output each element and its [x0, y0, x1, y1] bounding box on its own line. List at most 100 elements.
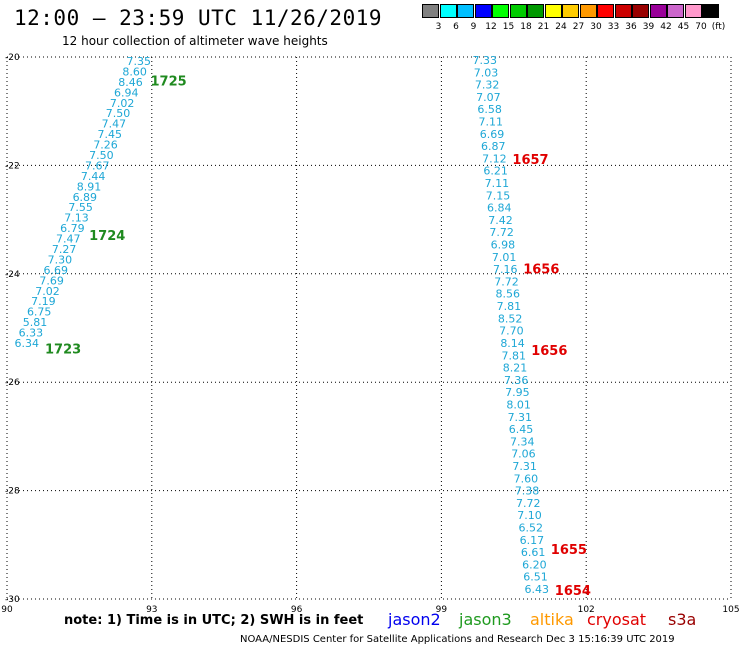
wave-height-label: 5.81: [23, 316, 48, 329]
wave-height-label: 7.35: [127, 55, 152, 68]
wave-height-label: 7.07: [476, 91, 501, 104]
axis-ticks: 90 93 96 99 102 105 -20 -22 -24 -26 -28 -30: [1, 53, 739, 615]
wave-height-label: 7.19: [31, 295, 56, 308]
wave-height-label: 6.58: [477, 103, 502, 116]
wave-height-label: 7.02: [35, 285, 60, 298]
color-scale-swatch: [509, 4, 527, 18]
x-tick-label: 93: [146, 605, 157, 615]
wave-height-label: 7.12: [482, 152, 507, 165]
wave-height-label: 6.94: [114, 86, 139, 99]
color-scale-label: 45: [677, 22, 690, 32]
color-scale-swatch: [544, 4, 562, 18]
wave-height-label: 7.11: [485, 177, 510, 190]
wave-height-label: 8.56: [495, 288, 520, 301]
note-text: note: 1) Time is in UTC; 2) SWH is in fe…: [64, 613, 364, 628]
legend-cryosat: cryosat: [587, 610, 647, 629]
color-scale-swatch: [527, 4, 544, 18]
wave-height-label: 7.67: [85, 159, 110, 172]
wave-height-label: 8.14: [500, 337, 525, 350]
wave-height-label: 6.87: [481, 140, 506, 153]
pass-time-label: 1725: [150, 74, 186, 89]
wave-height-label: 7.50: [106, 107, 131, 120]
map-grid: [6, 56, 732, 600]
wave-height-label: 7.72: [516, 497, 541, 510]
color-scale-swatch: [667, 4, 684, 18]
pass-time-label: 1656: [531, 344, 567, 359]
wave-height-label: 7.06: [511, 448, 536, 461]
wave-height-label: 7.47: [102, 118, 127, 131]
x-tick-label: 90: [1, 605, 13, 615]
color-scale-label: 9: [470, 22, 477, 32]
wave-height-label: 7.81: [497, 300, 522, 313]
wave-height-label: 7.50: [89, 149, 114, 162]
color-scale-label: 6: [453, 22, 459, 32]
wave-height-label: 6.52: [518, 521, 543, 534]
wave-height-label: 7.13: [64, 212, 89, 225]
color-scale-swatch: [702, 4, 719, 18]
wave-height-label: 7.44: [81, 170, 106, 183]
pass-time-label: 1724: [89, 229, 125, 244]
wave-height-label: 7.70: [499, 325, 524, 338]
wave-height-label: 6.69: [44, 264, 69, 277]
color-scale-swatch: [474, 4, 492, 18]
wave-height-label: 7.02: [110, 97, 135, 110]
y-tick-label: -24: [5, 270, 20, 280]
pass-time-label: 1656: [523, 262, 559, 277]
color-scale-label: 24: [555, 22, 567, 32]
legend-jason2: jason2: [388, 610, 441, 629]
legend-s3a: s3a: [668, 610, 697, 629]
page-subtitle: 12 hour collection of altimeter wave hei…: [62, 34, 328, 48]
x-tick-label: 99: [436, 605, 448, 615]
wave-height-label: 7.15: [486, 189, 511, 202]
wave-height-label: 6.45: [509, 423, 534, 436]
wave-height-label: 6.98: [491, 239, 516, 252]
pass-time-label: 1654: [555, 584, 591, 599]
color-scale-label: 18: [520, 22, 532, 32]
color-scale-label: (ft): [711, 22, 726, 32]
wave-height-label: 8.21: [503, 362, 528, 375]
wave-height-label: 6.75: [27, 306, 52, 319]
y-tick-label: -20: [5, 53, 20, 63]
wave-height-label: 7.32: [475, 79, 500, 92]
wave-height-label: 8.60: [122, 65, 147, 78]
wave-height-label: 7.69: [39, 274, 64, 287]
wave-height-label: 8.46: [118, 76, 143, 89]
color-scale-label: 42: [660, 22, 672, 32]
x-tick-label: 102: [578, 605, 595, 615]
color-scale-label: 33: [607, 22, 620, 32]
color-scale-swatch: [632, 4, 649, 18]
wave-height-label: 7.47: [56, 233, 81, 246]
color-scale-swatch: [422, 4, 439, 18]
credit-text: NOAA/NESDIS Center for Satellite Applica…: [240, 634, 675, 645]
wave-height-label: 6.21: [483, 165, 508, 178]
pass-time-label: 1655: [551, 543, 587, 558]
color-scale-label: 15: [502, 22, 515, 32]
color-scale-swatch: [492, 4, 509, 18]
wave-height-label: 7.72: [494, 275, 519, 288]
legend-jason3: jason3: [459, 610, 512, 629]
x-tick-label: 96: [291, 605, 303, 615]
wave-height-label: 8.01: [506, 398, 531, 411]
color-scale-swatch: [562, 4, 579, 18]
x-tick-label: 105: [722, 605, 739, 615]
wave-height-label: 7.33: [473, 54, 498, 67]
wave-height-label: 7.31: [508, 411, 533, 424]
color-scale-label: 36: [625, 22, 637, 32]
wave-height-label: 7.42: [488, 214, 513, 227]
wave-height-label: 6.34: [15, 337, 40, 350]
color-scale-swatch: [439, 4, 457, 18]
wave-height-label: 6.51: [523, 571, 548, 584]
wave-height-label: 7.36: [504, 374, 529, 387]
legend-altika: altika: [530, 610, 574, 629]
wave-height-label: 8.52: [498, 312, 523, 325]
color-scale-swatch: [684, 4, 702, 18]
color-scale-swatch: [457, 4, 474, 18]
wave-height-label: 7.30: [48, 253, 73, 266]
color-scale-swatch: [597, 4, 614, 18]
color-scale-label: 3: [435, 22, 442, 32]
wave-height-label: 6.20: [522, 558, 547, 571]
color-scale-swatch: [614, 4, 632, 18]
wave-height-label: 6.84: [487, 202, 512, 215]
wave-height-label: 6.69: [480, 128, 505, 141]
wave-height-label: 8.91: [77, 180, 102, 193]
